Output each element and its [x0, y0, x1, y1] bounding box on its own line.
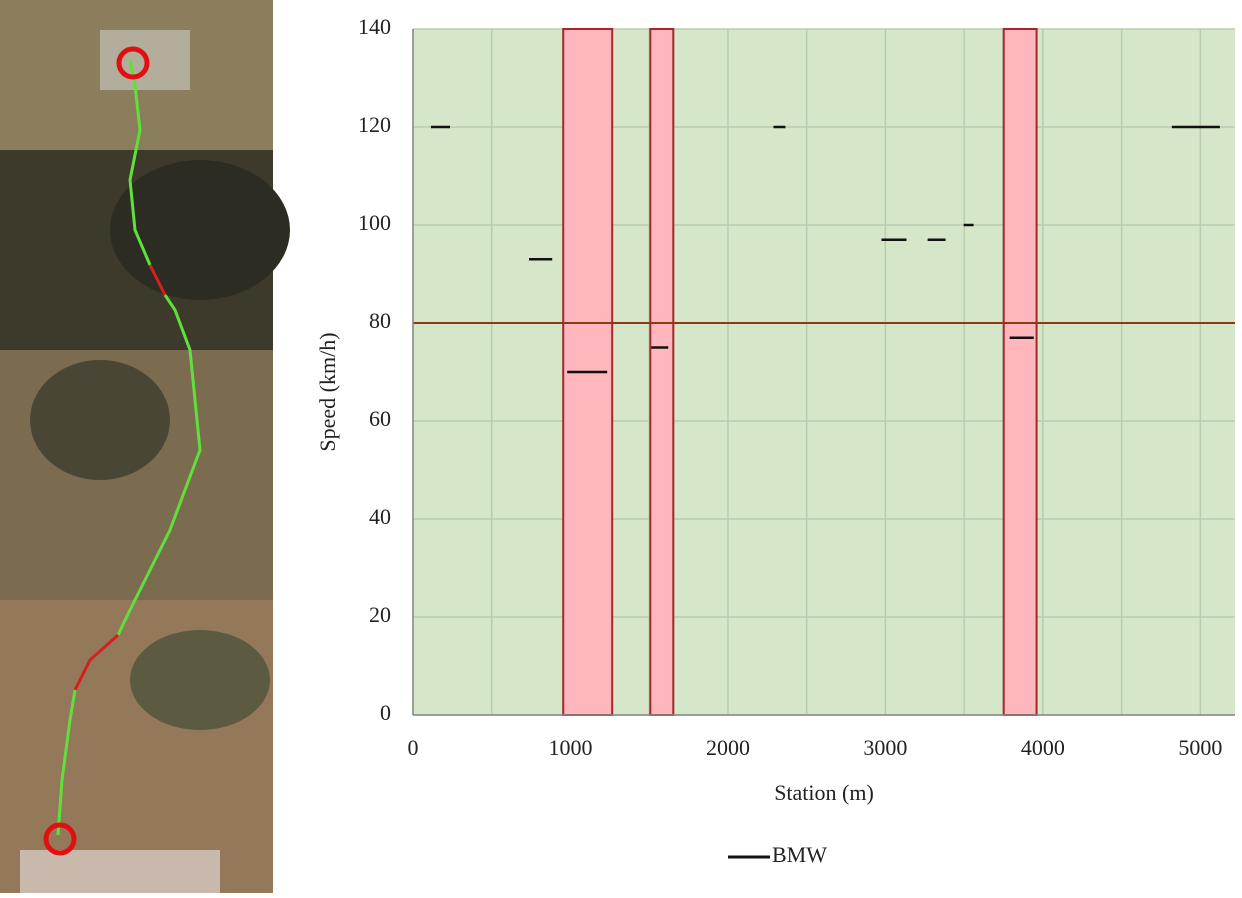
legend-label: BMW — [772, 842, 827, 867]
x-tick-label: 3000 — [863, 735, 907, 760]
y-axis-label: Speed (km/h) — [315, 332, 340, 451]
x-tick-label: 1000 — [548, 735, 592, 760]
zone-band — [1002, 28, 1038, 716]
x-tick-label: 5000 — [1178, 735, 1222, 760]
chart: 0 20 40 60 80 100 120 140 0 1000 2000 3000 4000 5000 B… — [358, 14, 1235, 867]
zone-band — [649, 28, 675, 716]
route — [73, 633, 119, 691]
plot-area — [413, 29, 1235, 715]
route-map — [0, 0, 290, 893]
y-tick-label: 100 — [358, 210, 391, 235]
map-area — [110, 160, 290, 300]
x-axis-label: Station (m) — [774, 780, 874, 805]
y-tick-label: 120 — [358, 112, 391, 137]
map-town — [20, 850, 220, 893]
y-tick-label: 140 — [358, 14, 391, 39]
route — [116, 294, 202, 636]
y-tick-label: 0 — [380, 700, 391, 725]
route-marker — [116, 46, 150, 80]
route — [56, 689, 77, 836]
y-tick-label: 20 — [369, 602, 391, 627]
map-area — [130, 630, 270, 730]
route-marker — [43, 822, 77, 856]
route — [128, 59, 152, 266]
x-tick-label: 4000 — [1021, 735, 1065, 760]
x-tick-label: 0 — [408, 735, 419, 760]
x-tick-label: 2000 — [706, 735, 750, 760]
map-area — [30, 360, 170, 480]
y-tick-label: 80 — [369, 308, 391, 333]
y-tick-label: 40 — [369, 504, 391, 529]
route — [148, 264, 167, 296]
y-tick-label: 60 — [369, 406, 391, 431]
